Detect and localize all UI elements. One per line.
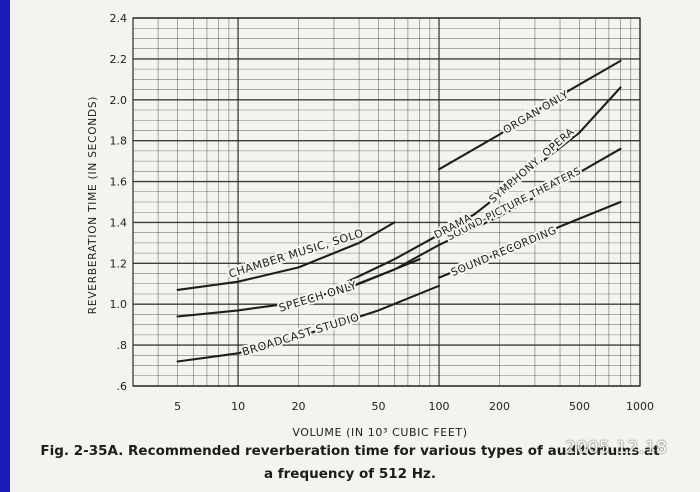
y-tick-label: 2.2 [110,53,128,66]
y-tick-label: 2.0 [110,94,128,107]
x-tick-label: 10 [231,400,245,413]
series-label: SPEECH ONLY [277,279,358,315]
figure-caption-line-2: a frequency of 512 Hz. [263,466,437,482]
series-lines [176,59,622,363]
date-stamp: 2005.12.18 [565,438,668,458]
x-tick-label: 5 [174,400,181,413]
series-label-group: CHAMBER MUSIC, SOLO [225,224,367,282]
y-tick-label: 1.4 [110,216,128,229]
series-label-group: SPEECH ONLY [275,277,360,317]
x-tick-label: 1000 [626,400,654,413]
x-tick-label: 20 [292,400,306,413]
series-line [346,213,476,283]
series-label-group: ORGAN ONLY [499,86,573,138]
x-tick-label: 500 [569,400,590,413]
plot-frame [132,17,641,387]
x-tick-label: 200 [489,400,510,413]
x-tick-label: 50 [372,400,386,413]
series-label: ORGAN ONLY [501,88,571,136]
y-tick-label: 1.2 [110,257,128,270]
y-tick-label: .8 [117,339,128,352]
series-line [346,147,622,289]
x-axis-label: VOLUME (IN 10³ CUBIC FEET) [292,426,467,439]
series-line [437,200,622,279]
tick-labels: .6 .8 1.0 1.2 1.4 1.6 1.8 2.0 2.2 2.4 5 10 20 50 100 20… [110,12,655,413]
y-axis-label: REVERBERATION TIME (IN SECONDS) [87,96,99,314]
series-line [176,284,441,363]
y-tick-label: 2.4 [110,12,128,25]
x-tick-label: 100 [429,400,450,413]
y-tick-label: 1.8 [110,135,128,148]
figure-caption-line-1: Fig. 2-35A. Recommended reverberation ti… [40,443,660,459]
series-line [437,59,622,171]
grid [132,17,641,387]
left-edge-bar [0,0,10,492]
y-tick-label: 1.6 [110,176,128,189]
y-tick-label: 1.0 [110,298,128,311]
series-line [473,86,622,216]
series-label: CHAMBER MUSIC, SOLO [227,226,365,280]
series-line [176,221,396,291]
y-tick-label: .6 [117,380,128,393]
